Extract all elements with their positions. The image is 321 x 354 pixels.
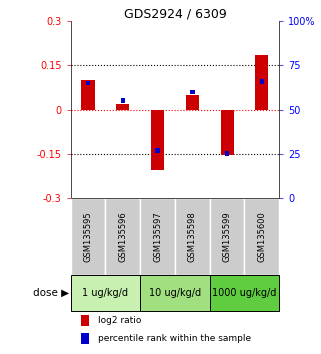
Bar [140,198,175,275]
Text: GSM135595: GSM135595 [83,211,92,262]
Bar [140,275,210,311]
Text: GSM135598: GSM135598 [188,211,197,262]
Text: 1 ug/kg/d: 1 ug/kg/d [82,288,128,298]
Bar [255,55,268,109]
Bar [210,198,245,275]
Text: log2 ratio: log2 ratio [98,316,141,325]
Text: 10 ug/kg/d: 10 ug/kg/d [149,288,201,298]
Bar [210,275,279,311]
Text: dose ▶: dose ▶ [33,288,69,298]
Bar [71,275,140,311]
Bar [81,315,89,326]
Bar [82,80,95,109]
Bar [151,109,164,170]
Text: GSM135597: GSM135597 [153,211,162,262]
Title: GDS2924 / 6309: GDS2924 / 6309 [124,7,226,20]
Text: GSM135600: GSM135600 [257,211,266,262]
Bar [120,98,125,103]
Bar [81,333,89,344]
Text: 1000 ug/kg/d: 1000 ug/kg/d [212,288,277,298]
Bar [86,81,90,85]
Bar [175,198,210,275]
Bar [190,90,195,94]
Bar [71,198,105,275]
Text: percentile rank within the sample: percentile rank within the sample [98,334,251,343]
Bar [186,95,199,109]
Bar [221,109,234,155]
Bar [245,198,279,275]
Bar [155,148,160,153]
Bar [225,152,230,156]
Bar [105,198,140,275]
Text: GSM135599: GSM135599 [222,211,232,262]
Bar [116,104,129,109]
Text: GSM135596: GSM135596 [118,211,127,262]
Bar [260,79,264,84]
